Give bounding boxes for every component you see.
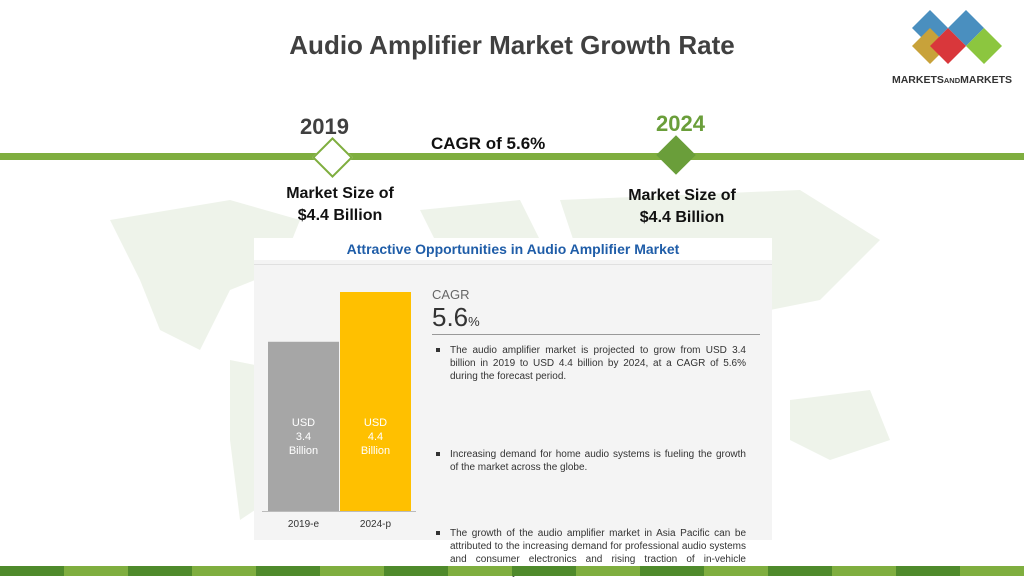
cagr-value: 5.6%: [432, 302, 480, 333]
category-label: 2019-e: [288, 519, 320, 530]
market-bar-chart: USD 3.4 Billion 2019-e USD 4.4 Billion 2024-p: [262, 292, 416, 530]
logo-text-end: MARKETS: [960, 74, 1013, 86]
bar-label: Billion: [289, 445, 318, 457]
footer-stripe: [0, 566, 1024, 576]
insight-item: The audio amplifier market is projected …: [432, 344, 746, 383]
footer-stripe-segment: [768, 566, 832, 576]
timeline-bar: [0, 153, 1024, 160]
timeline-marker-2024: [656, 135, 696, 175]
footer-stripe-segment: [64, 566, 128, 576]
footer-stripe-segment: [896, 566, 960, 576]
cagr-number: 5.6: [432, 302, 469, 332]
market-size-2019-line2: $4.4 Billion: [297, 207, 383, 224]
bar-2019-e: [268, 341, 339, 511]
footer-stripe-segment: [640, 566, 704, 576]
footer-stripe-segment: [448, 566, 512, 576]
opportunities-panel: Attractive Opportunities in Audio Amplif…: [254, 238, 772, 578]
footer-stripe-segment: [192, 566, 256, 576]
footer-stripe-segment: [512, 566, 576, 576]
logo-diamonds-icon: [912, 10, 1002, 64]
timeline-marker-2019: [311, 136, 354, 179]
insights-list: The audio amplifier market is projected …: [432, 344, 746, 578]
cagr-text: CAGR of 5.6%: [431, 134, 546, 153]
footer-stripe-segment: [576, 566, 640, 576]
bar-label: 4.4: [368, 431, 383, 443]
year-start: 2019: [300, 114, 349, 139]
insight-item: Increasing demand for home audio systems…: [432, 448, 746, 474]
market-size-2019: Market Size of $4.4 Billion: [270, 183, 410, 227]
panel-title: Attractive Opportunities in Audio Amplif…: [254, 238, 772, 260]
bar-label: 3.4: [296, 431, 311, 443]
markets-and-markets-logo: MARKETSANDMARKETS: [884, 6, 1020, 90]
footer-stripe-segment: [256, 566, 320, 576]
cagr-label: CAGR: [432, 287, 470, 302]
footer-stripe-segment: [384, 566, 448, 576]
panel-divider: [254, 264, 772, 265]
footer-stripe-segment: [960, 566, 1024, 576]
cagr-unit: %: [468, 314, 480, 329]
year-end: 2024: [656, 111, 705, 136]
market-size-2024-line1: Market Size of: [628, 187, 736, 204]
footer-stripe-segment: [128, 566, 192, 576]
footer-stripe-segment: [0, 566, 64, 576]
logo-text: MARKETSANDMARKETS: [884, 74, 1020, 86]
logo-text-and: AND: [943, 76, 961, 85]
category-label: 2024-p: [360, 519, 392, 530]
bar-label: Billion: [361, 445, 390, 457]
bar-label: USD: [292, 417, 315, 429]
market-size-2024-line2: $4.4 Billion: [639, 209, 725, 226]
market-size-2019-line1: Market Size of: [286, 185, 394, 202]
cagr-divider: [432, 334, 760, 335]
market-size-2024: Market Size of $4.4 Billion: [612, 185, 752, 229]
footer-stripe-segment: [832, 566, 896, 576]
page-title: Audio Amplifier Market Growth Rate: [289, 30, 735, 60]
bar-label: USD: [364, 417, 387, 429]
footer-stripe-segment: [704, 566, 768, 576]
bar-2024-p: [340, 292, 411, 511]
footer-stripe-segment: [320, 566, 384, 576]
logo-text-main: MARKETS: [891, 74, 944, 86]
